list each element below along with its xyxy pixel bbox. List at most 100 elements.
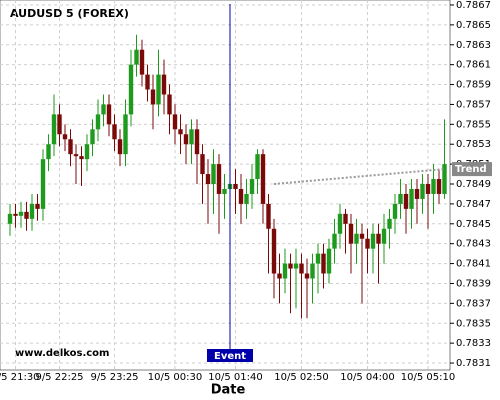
x-tick-label: 9/5 21:30 xyxy=(0,372,40,383)
y-tick-label: 0.7837 xyxy=(456,298,491,309)
candle-body xyxy=(420,184,425,199)
candle-body xyxy=(57,114,62,135)
candle-body xyxy=(398,193,403,204)
candle-body xyxy=(354,233,359,244)
y-tick-label: 0.7857 xyxy=(456,99,491,110)
x-axis-title: Date xyxy=(211,383,246,398)
candle-body xyxy=(348,223,354,244)
event-label-box xyxy=(207,349,253,362)
candle-body xyxy=(200,154,205,175)
candle-body xyxy=(337,213,343,234)
y-tick-label: 0.7833 xyxy=(456,338,491,349)
candle-body xyxy=(244,193,249,204)
candle-body xyxy=(310,263,315,279)
candle-body xyxy=(288,263,293,269)
candle-body xyxy=(145,74,150,90)
candle-body xyxy=(90,129,95,145)
candle-body xyxy=(299,263,304,274)
y-tick-label: 0.7859 xyxy=(456,80,491,91)
candle-body xyxy=(18,211,24,216)
candle-body xyxy=(29,203,35,219)
candle-body xyxy=(321,253,326,274)
y-tick-label: 0.7839 xyxy=(456,278,491,289)
candle-body xyxy=(40,159,46,209)
x-tick-label: 10/5 02:50 xyxy=(274,372,328,383)
y-tick-label: 0.7843 xyxy=(456,239,491,250)
chart-title: AUDUSD 5 (FOREX) xyxy=(10,7,129,20)
candle-body xyxy=(282,263,288,279)
candle-body xyxy=(13,213,18,216)
candle-body xyxy=(167,94,172,115)
candle-body xyxy=(139,49,145,75)
candle-body xyxy=(266,203,271,229)
candle-body xyxy=(112,124,117,140)
candle-body xyxy=(172,114,178,130)
candle-body xyxy=(238,188,244,204)
watermark: www.delkos.com xyxy=(15,348,109,359)
candle-body xyxy=(381,228,387,244)
candle-body xyxy=(178,129,183,135)
y-tick-label: 0.7855 xyxy=(456,119,491,130)
candle-body xyxy=(425,184,431,194)
candle-body xyxy=(73,154,79,157)
y-tick-label: 0.7845 xyxy=(456,219,491,230)
y-tick-label: 0.7849 xyxy=(456,179,491,190)
candle-body xyxy=(84,144,90,160)
candle-body xyxy=(106,104,112,125)
y-tick-label: 0.7865 xyxy=(456,20,491,31)
candle-body xyxy=(260,154,266,204)
candle-body xyxy=(216,164,222,194)
y-tick-label: 0.7863 xyxy=(456,40,491,51)
x-tick-label: 10/5 04:00 xyxy=(340,372,394,383)
candle-body xyxy=(189,129,194,145)
candle-body xyxy=(211,164,216,185)
y-tick-label: 0.7853 xyxy=(456,139,491,150)
candle-body xyxy=(51,114,57,145)
candle-body xyxy=(7,213,13,224)
candle-body xyxy=(35,203,40,209)
candle-body xyxy=(95,114,101,130)
candle-body xyxy=(249,179,255,194)
candle-body xyxy=(150,89,156,105)
y-tick-label: 0.7847 xyxy=(456,199,491,210)
y-tick-label: 0.7867 xyxy=(456,0,491,11)
candle-body xyxy=(315,253,321,264)
trend-label-box xyxy=(452,162,492,177)
candle-body xyxy=(134,49,139,65)
candle-body xyxy=(304,273,310,279)
candle-body xyxy=(376,233,381,244)
candle-body xyxy=(68,139,73,155)
candle-body xyxy=(156,74,161,105)
candle-body xyxy=(293,263,299,269)
candle-body xyxy=(233,184,238,189)
candle-body xyxy=(431,179,436,194)
candle-body xyxy=(271,228,277,274)
candle-body xyxy=(117,139,123,155)
x-tick-label: 10/5 01:40 xyxy=(208,372,262,383)
candle-body xyxy=(403,193,409,209)
y-tick-label: 0.7841 xyxy=(456,259,491,270)
y-tick-label: 0.7835 xyxy=(456,318,491,329)
candle-body xyxy=(387,218,392,229)
trend-label: Trend xyxy=(455,164,487,175)
candle-body xyxy=(370,233,376,249)
x-tick-label: 9/5 23:25 xyxy=(90,372,138,383)
candle-body xyxy=(123,114,128,155)
candle-body xyxy=(255,154,260,180)
candle-body xyxy=(365,238,370,249)
candle-body xyxy=(183,134,189,145)
candle-body xyxy=(161,74,167,95)
candle-body xyxy=(62,134,68,140)
candle-body xyxy=(24,211,29,219)
event-label: Event xyxy=(214,351,246,362)
candle-body xyxy=(101,104,106,115)
candle-body xyxy=(222,188,227,194)
x-tick-label: 10/5 05:10 xyxy=(401,372,455,383)
x-tick-label: 10/5 00:30 xyxy=(148,372,202,383)
candle-body xyxy=(343,213,348,224)
candle-body xyxy=(205,174,211,185)
candle-body xyxy=(442,164,447,194)
candle-body xyxy=(79,156,84,160)
